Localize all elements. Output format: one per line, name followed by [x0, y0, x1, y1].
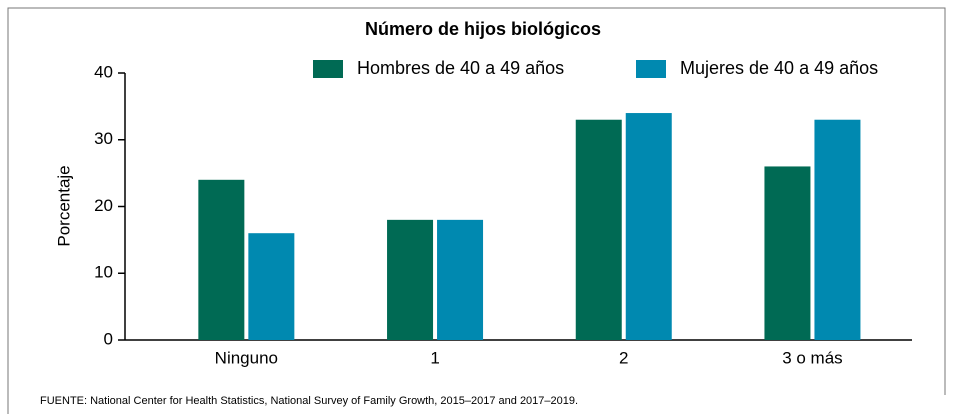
bar: [625, 113, 672, 340]
legend-label: Mujeres de 40 a 49 años: [680, 58, 878, 78]
bar: [198, 179, 245, 340]
y-tick-label: 20: [94, 196, 113, 215]
x-tick-label: 3 o más: [782, 348, 842, 367]
y-tick-label: 10: [94, 263, 113, 282]
y-tick-label: 40: [94, 62, 113, 81]
bar: [575, 119, 622, 340]
source-note: FUENTE: National Center for Health Stati…: [40, 395, 578, 407]
bar: [248, 233, 295, 340]
legend-swatch: [313, 60, 343, 78]
y-tick-label: 0: [104, 329, 113, 348]
frame: [7, 7, 946, 414]
chart-title: Número de hijos biológicos: [365, 19, 601, 39]
bar: [437, 219, 484, 340]
bar: [814, 119, 861, 340]
legend-label: Hombres de 40 a 49 años: [357, 58, 564, 78]
bar: [764, 166, 811, 340]
y-axis-label: Porcentaje: [54, 165, 73, 246]
bar: [387, 219, 434, 340]
x-tick-label: 2: [619, 348, 628, 367]
legend-swatch: [636, 60, 666, 78]
x-tick-label: Ninguno: [215, 348, 278, 367]
x-tick-label: 1: [430, 348, 439, 367]
y-tick-label: 30: [94, 129, 113, 148]
